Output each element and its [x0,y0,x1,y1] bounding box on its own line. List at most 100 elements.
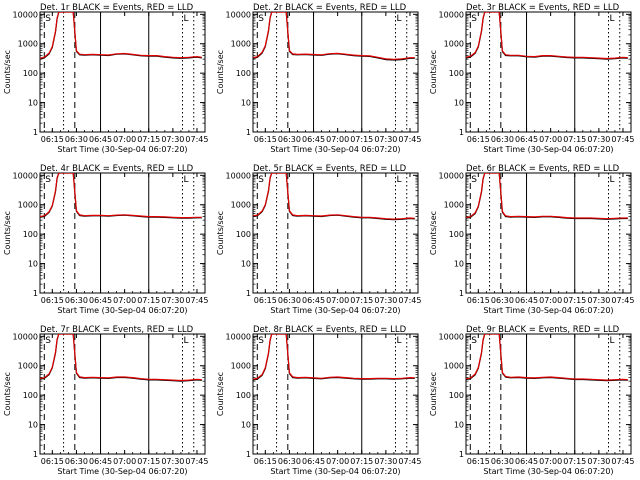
time-marker-label: L [184,14,189,24]
y-axis-label: Counts/sec [429,50,438,94]
y-tick-label: 10 [28,260,38,269]
x-axis-label: Start Time (30-Sep-04 06:07:20) [483,467,613,476]
plot-frame [252,333,419,455]
lld-series-line [466,12,628,60]
x-tick-label: 07:45 [398,135,421,144]
time-marker-label: L [184,175,189,185]
x-tick-label: 07:45 [611,296,634,305]
x-tick-label: 06:45 [302,296,325,305]
x-axis-label: Start Time (30-Sep-04 06:07:20) [270,306,400,315]
x-tick-label: 07:30 [587,457,610,466]
x-tick-label: 07:15 [350,457,373,466]
detector-panel: Det. 6r BLACK = Events, RED = LLD 06:15 06… [429,164,634,315]
lld-series-line [253,334,415,380]
time-marker-label: S [45,175,51,185]
x-axis-label: Start Time (30-Sep-04 06:07:20) [270,145,400,154]
y-tick-label: 1000 [444,362,464,371]
panel-title: Det. 9r BLACK = Events, RED = LLD [466,325,620,335]
y-axis-label: Counts/sec [216,372,225,416]
y-tick-label: 1 [33,450,38,459]
time-marker-label: S [471,14,477,24]
panel-title: Det. 8r BLACK = Events, RED = LLD [253,325,407,335]
x-tick-label: 06:30 [278,135,301,144]
events-series-line [40,173,202,219]
x-tick-label: 07:30 [587,135,610,144]
panel-title: Det. 7r BLACK = Events, RED = LLD [40,325,194,335]
x-tick-label: 06:45 [515,296,538,305]
x-tick-label: 07:45 [398,296,421,305]
x-tick-label: 06:30 [65,457,88,466]
time-marker-label: S [45,336,51,346]
y-tick-label: 1000 [444,40,464,49]
y-axis-label: Counts/sec [216,50,225,94]
x-tick-label: 06:30 [278,296,301,305]
x-tick-label: 06:15 [41,457,64,466]
x-tick-label: 07:15 [137,135,160,144]
time-marker-label: L [610,336,615,346]
panel-title: Det. 1r BLACK = Events, RED = LLD [40,3,194,13]
panel-title: Det. 2r BLACK = Events, RED = LLD [253,3,407,13]
x-tick-label: 07:30 [161,296,184,305]
time-marker-label: S [471,175,477,185]
x-axis-label: Start Time (30-Sep-04 06:07:20) [57,306,187,315]
x-tick-label: 06:15 [254,457,277,466]
x-tick-label: 07:00 [326,296,349,305]
plot-frame [252,172,419,294]
x-axis-label: Start Time (30-Sep-04 06:07:20) [483,145,613,154]
x-tick-label: 07:15 [137,296,160,305]
y-tick-label: 1000 [18,362,38,371]
x-tick-label: 06:30 [491,135,514,144]
y-axis-label: Counts/sec [3,372,12,416]
panel-title: Det. 6r BLACK = Events, RED = LLD [466,164,620,174]
x-tick-label: 07:15 [137,457,160,466]
time-marker-label: S [258,175,264,185]
x-tick-label: 07:30 [374,296,397,305]
y-tick-label: 1000 [444,201,464,210]
x-tick-label: 06:30 [65,296,88,305]
time-marker-label: L [610,14,615,24]
lld-series-line [40,12,202,59]
x-tick-label: 06:45 [89,457,112,466]
y-tick-label: 1000 [231,201,251,210]
y-tick-label: 100 [23,391,38,400]
y-tick-label: 1 [459,128,464,137]
y-tick-label: 100 [449,230,464,239]
y-tick-label: 10000 [226,10,251,19]
x-tick-label: 07:45 [185,135,208,144]
time-marker-label: L [610,175,615,185]
x-tick-label: 06:15 [467,296,490,305]
y-tick-label: 1000 [231,362,251,371]
y-tick-label: 1 [33,289,38,298]
x-tick-label: 06:45 [89,135,112,144]
x-tick-label: 07:00 [113,135,136,144]
plot-frame [465,11,632,133]
lld-series-line [40,334,202,382]
lld-series-line [40,173,202,219]
y-tick-label: 10 [241,260,251,269]
y-tick-label: 1 [459,289,464,298]
y-tick-label: 100 [449,69,464,78]
y-tick-label: 10000 [226,332,251,341]
x-tick-label: 07:45 [185,296,208,305]
plot-frame [39,333,206,455]
x-tick-label: 07:00 [539,135,562,144]
plot-frame [39,11,206,133]
x-tick-label: 07:30 [161,135,184,144]
x-tick-label: 07:00 [113,296,136,305]
y-tick-label: 10 [28,99,38,108]
time-marker-label: S [471,336,477,346]
y-tick-label: 1 [246,450,251,459]
y-tick-label: 10000 [13,10,38,19]
x-tick-label: 06:15 [467,457,490,466]
panel-title: Det. 5r BLACK = Events, RED = LLD [253,164,407,174]
y-tick-label: 10000 [13,332,38,341]
events-series-line [466,334,628,382]
x-tick-label: 06:15 [467,135,490,144]
y-tick-label: 100 [236,69,251,78]
